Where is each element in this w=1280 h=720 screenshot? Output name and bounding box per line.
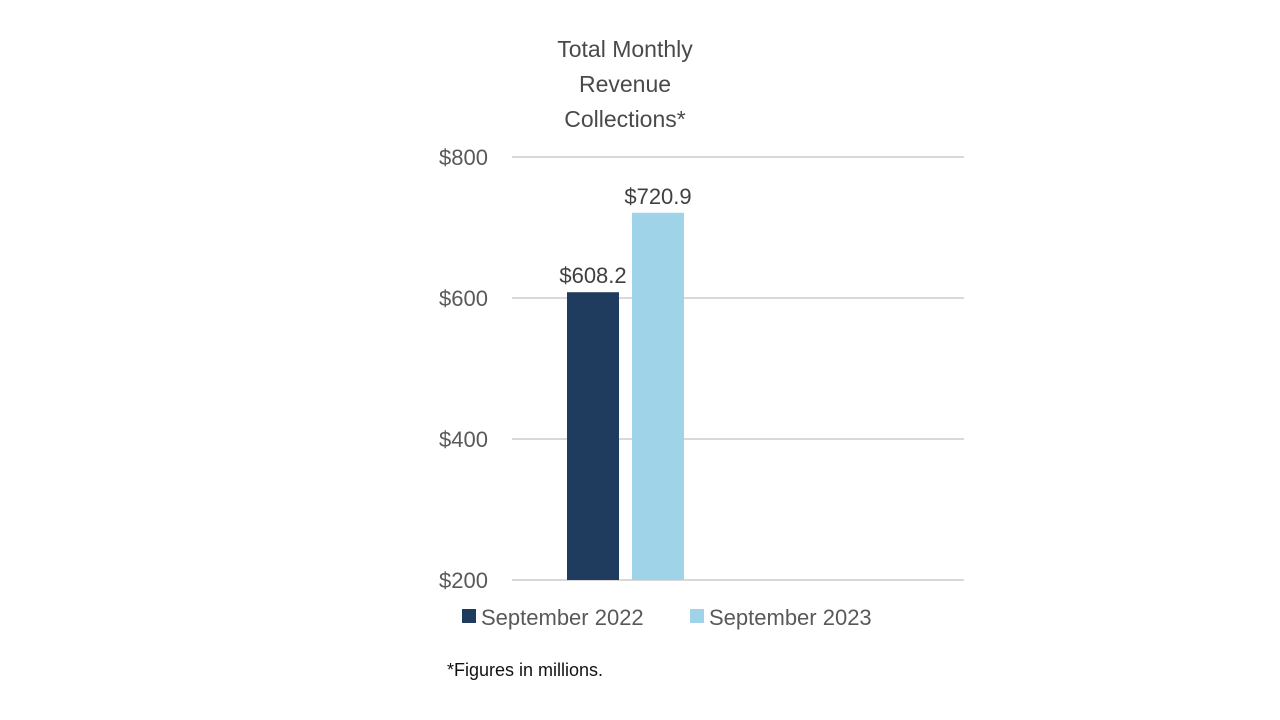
chart-title: Total Monthly Revenue Collections*: [525, 32, 725, 137]
footnote: *Figures in millions.: [447, 660, 604, 680]
legend-swatch: [462, 609, 476, 623]
chart-title-line: Collections*: [564, 106, 686, 132]
y-tick-label: $800: [439, 145, 488, 170]
y-tick-label: $400: [439, 427, 488, 452]
legend-label: September 2023: [709, 605, 872, 630]
bar: [632, 212, 684, 580]
data-label: $720.9: [624, 184, 691, 209]
chart-title-line: Total Monthly: [557, 36, 693, 62]
chart-title-line: Revenue: [578, 71, 672, 97]
y-tick-label: $600: [439, 286, 488, 311]
data-label: $608.2: [559, 263, 626, 288]
legend-label: September 2022: [481, 605, 644, 630]
y-tick-label: $200: [439, 568, 488, 593]
bar: [567, 292, 619, 580]
legend-swatch: [690, 609, 704, 623]
